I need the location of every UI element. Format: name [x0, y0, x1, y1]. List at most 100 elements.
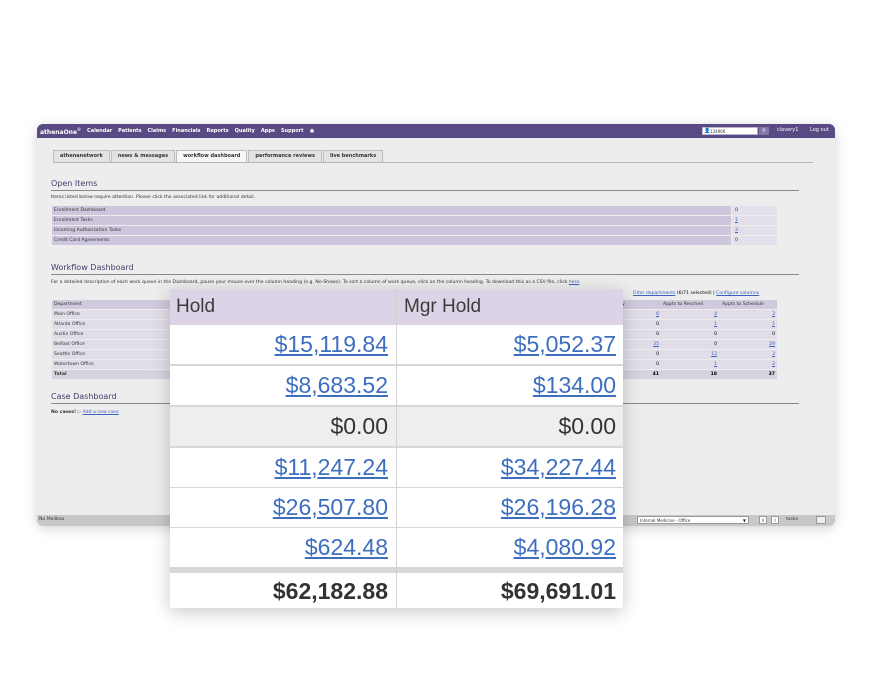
count-link[interactable]: 3 — [772, 312, 775, 317]
count-link[interactable]: 4 — [714, 312, 717, 317]
username-link[interactable]: clavery1 — [777, 127, 799, 133]
col-mgr-hold[interactable]: Mgr Hold — [404, 296, 482, 317]
hold-amount-link[interactable]: $624.48 — [304, 534, 388, 560]
count-link[interactable]: 1 — [714, 322, 717, 327]
tab-workflow-dashboard[interactable]: workflow dashboard — [176, 150, 248, 162]
hold-amount-link[interactable]: $26,507.80 — [272, 494, 388, 520]
count-link[interactable]: 29 — [769, 342, 775, 347]
nav-financials[interactable]: Financials — [172, 128, 201, 134]
dept-name: Atlanta Office — [54, 322, 86, 327]
nav-reports[interactable]: Reports — [206, 128, 229, 134]
dept-name: Main Office — [54, 312, 80, 317]
hold-total: $62,182.88 — [272, 578, 388, 604]
tab-performance-reviews[interactable]: performance reviews — [248, 150, 322, 162]
count-value: 0 — [656, 322, 659, 327]
count-link[interactable]: 6 — [656, 312, 659, 317]
chevron-down-icon: ▼ — [742, 518, 746, 523]
tab-live-benchmarks[interactable]: live benchmarks — [322, 150, 384, 162]
athenaone-logo[interactable]: athenaOne® — [40, 126, 82, 136]
col-hold[interactable]: Hold — [176, 296, 216, 317]
col-department[interactable]: Department — [54, 302, 82, 307]
open-item-row: Enrollment Tasks 1 — [52, 216, 777, 225]
total-label: Total — [54, 372, 67, 377]
open-item-count: 0 — [732, 236, 777, 245]
hold-amount: $0.00 — [330, 413, 388, 439]
open-item-label: Incoming Authorization Tasks — [52, 226, 731, 235]
open-item-count-link[interactable]: 1 — [735, 218, 738, 223]
window-icon[interactable] — [816, 516, 826, 524]
person-icon: 👤 — [704, 128, 711, 134]
top-nav-bar: athenaOne® Calendar Patients Claims Fina… — [37, 124, 835, 138]
gear-icon[interactable]: ✱ — [309, 127, 315, 135]
add-new-case-link[interactable]: Add a new case — [82, 410, 119, 415]
case-dashboard-title: Case Dashboard — [51, 392, 117, 401]
nav-quality[interactable]: Quality — [234, 128, 255, 134]
open-item-label: Enrollment Dashboard — [52, 206, 731, 215]
open-item-row: Incoming Authorization Tasks 3 — [52, 226, 777, 235]
tab-news-messages[interactable]: news & messages — [110, 150, 176, 162]
count-value: 0 — [656, 362, 659, 367]
mgr-hold-total: $69,691.01 — [500, 578, 616, 604]
open-item-label: Credit Card Agreements — [52, 236, 731, 245]
col-appts-resched[interactable]: Appts to Resched — [663, 302, 704, 307]
no-cases-text: No cases! — [51, 410, 77, 415]
search-icon[interactable]: ⚲ — [759, 127, 769, 135]
mgr-hold-amount-link[interactable]: $134.00 — [532, 372, 616, 398]
mgr-hold-amount: $0.00 — [558, 413, 616, 439]
filter-departments-link[interactable]: Filter departments — [633, 291, 676, 296]
workflow-description: For a detailed description of each work … — [51, 280, 581, 285]
open-items-rule — [51, 190, 799, 191]
col-appts-schedule[interactable]: Appts to Schedule — [722, 302, 764, 307]
dept-name: Belfast Office — [54, 342, 85, 347]
total-value: 18 — [710, 372, 717, 377]
tab-athenanetwork[interactable]: athenanetwork — [53, 150, 110, 162]
nav-patients[interactable]: Patients — [118, 128, 142, 134]
hold-amount-link[interactable]: $8,683.52 — [285, 372, 388, 398]
hold-amount-link[interactable]: $11,247.24 — [274, 454, 388, 480]
workflow-rule — [51, 274, 799, 275]
csv-download-link[interactable]: here — [568, 280, 580, 285]
mgr-hold-amount-link[interactable]: $34,227.44 — [500, 454, 616, 480]
count-value: 0 — [772, 332, 775, 337]
count-link[interactable]: 3 — [772, 352, 775, 357]
open-item-count: 0 — [732, 206, 777, 215]
mailbox-status[interactable]: No Mailbox — [39, 517, 65, 522]
col-partial-header[interactable]: y — [622, 302, 625, 307]
mgr-hold-amount-link[interactable]: $5,052.37 — [513, 331, 616, 357]
selected-count: (6/71 selected) | — [676, 291, 715, 296]
task-count-b[interactable]: 0 — [771, 516, 779, 524]
add-case-icon: ▷ — [77, 410, 82, 415]
mgr-hold-amount-link[interactable]: $4,080.92 — [513, 534, 616, 560]
open-item-row: Enrollment Dashboard 0 — [52, 206, 777, 215]
nav-claims[interactable]: Claims — [147, 128, 167, 134]
zoomed-hold-table: Hold Mgr Hold $15,119.84 $5,052.37 $8,68… — [170, 289, 623, 608]
count-link[interactable]: 35 — [653, 342, 659, 347]
hold-amount-link[interactable]: $15,119.84 — [274, 331, 388, 357]
department-select[interactable]: Internal Medicine - Office ▼ — [637, 516, 749, 524]
mgr-hold-amount-link[interactable]: $26,196.28 — [500, 494, 616, 520]
count-value: 0 — [714, 342, 717, 347]
open-items-description: Items listed below require attention. Pl… — [51, 195, 256, 200]
count-link[interactable]: 1 — [714, 362, 717, 367]
dashboard-tabs: athenanetwork news & messages workflow d… — [53, 150, 384, 162]
count-value: 0 — [656, 332, 659, 337]
count-link[interactable]: 1 — [772, 322, 775, 327]
dept-name: Watertown Office — [54, 362, 94, 367]
task-count-a[interactable]: 0 — [759, 516, 767, 524]
open-item-row: Credit Card Agreements 0 — [52, 236, 777, 245]
patient-search-input[interactable]: 👤 134906 — [702, 127, 758, 135]
dept-name: Seattle Office — [54, 352, 86, 357]
count-link[interactable]: 2 — [772, 362, 775, 367]
nav-calendar[interactable]: Calendar — [87, 128, 113, 134]
logout-link[interactable]: Log out — [810, 127, 829, 133]
workflow-dashboard-title: Workflow Dashboard — [51, 263, 134, 272]
open-item-count-link[interactable]: 3 — [735, 228, 738, 233]
configure-columns-link[interactable]: Configure columns — [716, 291, 760, 296]
nav-support[interactable]: Support — [280, 128, 304, 134]
count-link[interactable]: 12 — [711, 352, 717, 357]
nav-apps[interactable]: Apps — [260, 128, 275, 134]
count-value: 0 — [656, 352, 659, 357]
tasks-label[interactable]: tasks — [786, 517, 799, 522]
open-items-title: Open Items — [51, 179, 98, 188]
count-value: 0 — [714, 332, 717, 337]
